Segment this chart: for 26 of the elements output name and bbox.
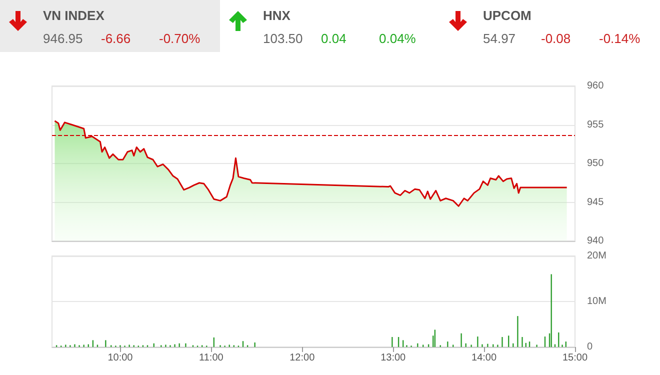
y-tick-label: 0 (587, 342, 593, 352)
x-tick-label: 14:00 (472, 352, 497, 364)
y-tick-label: 940 (587, 236, 604, 246)
x-tick-label: 10:00 (108, 352, 134, 364)
text: 0.04 (321, 31, 348, 46)
text: 0.04% (379, 31, 417, 46)
y-tick-label: 20M (587, 250, 606, 262)
y-tick-label: 955 (587, 119, 604, 130)
text: VN INDEX (43, 8, 104, 23)
text: -6.66 (101, 31, 132, 46)
x-tick-label: 12:00 (290, 352, 316, 364)
text: -0.70% (159, 31, 202, 46)
x-tick-label: 11:00 (199, 352, 224, 364)
y-tick-label: 960 (587, 80, 604, 92)
y-tick-label: 10M (587, 296, 606, 307)
text: 946.95 (43, 31, 84, 46)
text: 54.97 (483, 31, 517, 46)
text: 103.50 (263, 31, 304, 46)
x-tick-label: 15:00 (562, 352, 588, 364)
text: HNX (263, 8, 290, 23)
text: UPCOM (483, 8, 532, 23)
y-tick-label: 945 (587, 196, 604, 208)
text: -0.14% (599, 31, 642, 46)
x-tick-label: 13:00 (380, 352, 406, 364)
y-tick-label: 950 (587, 158, 604, 169)
text: -0.08 (541, 31, 572, 46)
